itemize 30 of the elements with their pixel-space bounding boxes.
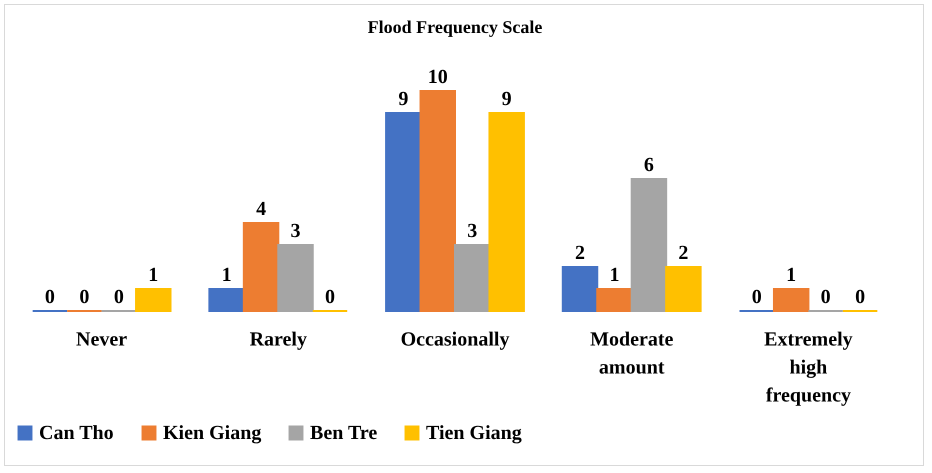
legend-label: Ben Tre <box>310 422 378 444</box>
data-label: 3 <box>290 220 301 242</box>
data-label: 0 <box>752 286 762 308</box>
data-label: 1 <box>148 264 158 286</box>
legend-label: Can Tho <box>39 422 114 444</box>
data-label: 2 <box>575 242 586 264</box>
data-label: 10 <box>428 66 448 88</box>
chart-title: Flood Frequency Scale <box>368 17 542 37</box>
data-label: 2 <box>678 242 688 264</box>
data-label: 6 <box>644 154 654 176</box>
x-tick-label: Extremely high frequency <box>764 328 853 406</box>
data-label: 9 <box>502 88 512 110</box>
data-label: 4 <box>256 198 266 220</box>
x-tick-label: Never <box>76 328 128 350</box>
data-label: 1 <box>786 264 796 286</box>
data-label: 0 <box>855 286 866 308</box>
data-label: 0 <box>114 286 124 308</box>
data-label: 0 <box>820 286 831 308</box>
data-label: 1 <box>609 264 620 286</box>
x-tick-label: Rarely <box>250 328 307 350</box>
data-label: 0 <box>79 286 90 308</box>
data-label: 0 <box>324 286 335 308</box>
legend-label: Tien Giang <box>426 422 522 444</box>
data-label: 1 <box>222 264 232 286</box>
x-tick-label: Moderate amount <box>590 328 674 378</box>
legend-label: Kien Giang <box>163 422 262 444</box>
data-label: 0 <box>44 286 55 308</box>
x-tick-label: Occasionally <box>400 328 510 350</box>
data-label: 9 <box>398 88 408 110</box>
data-label: 3 <box>467 220 478 242</box>
